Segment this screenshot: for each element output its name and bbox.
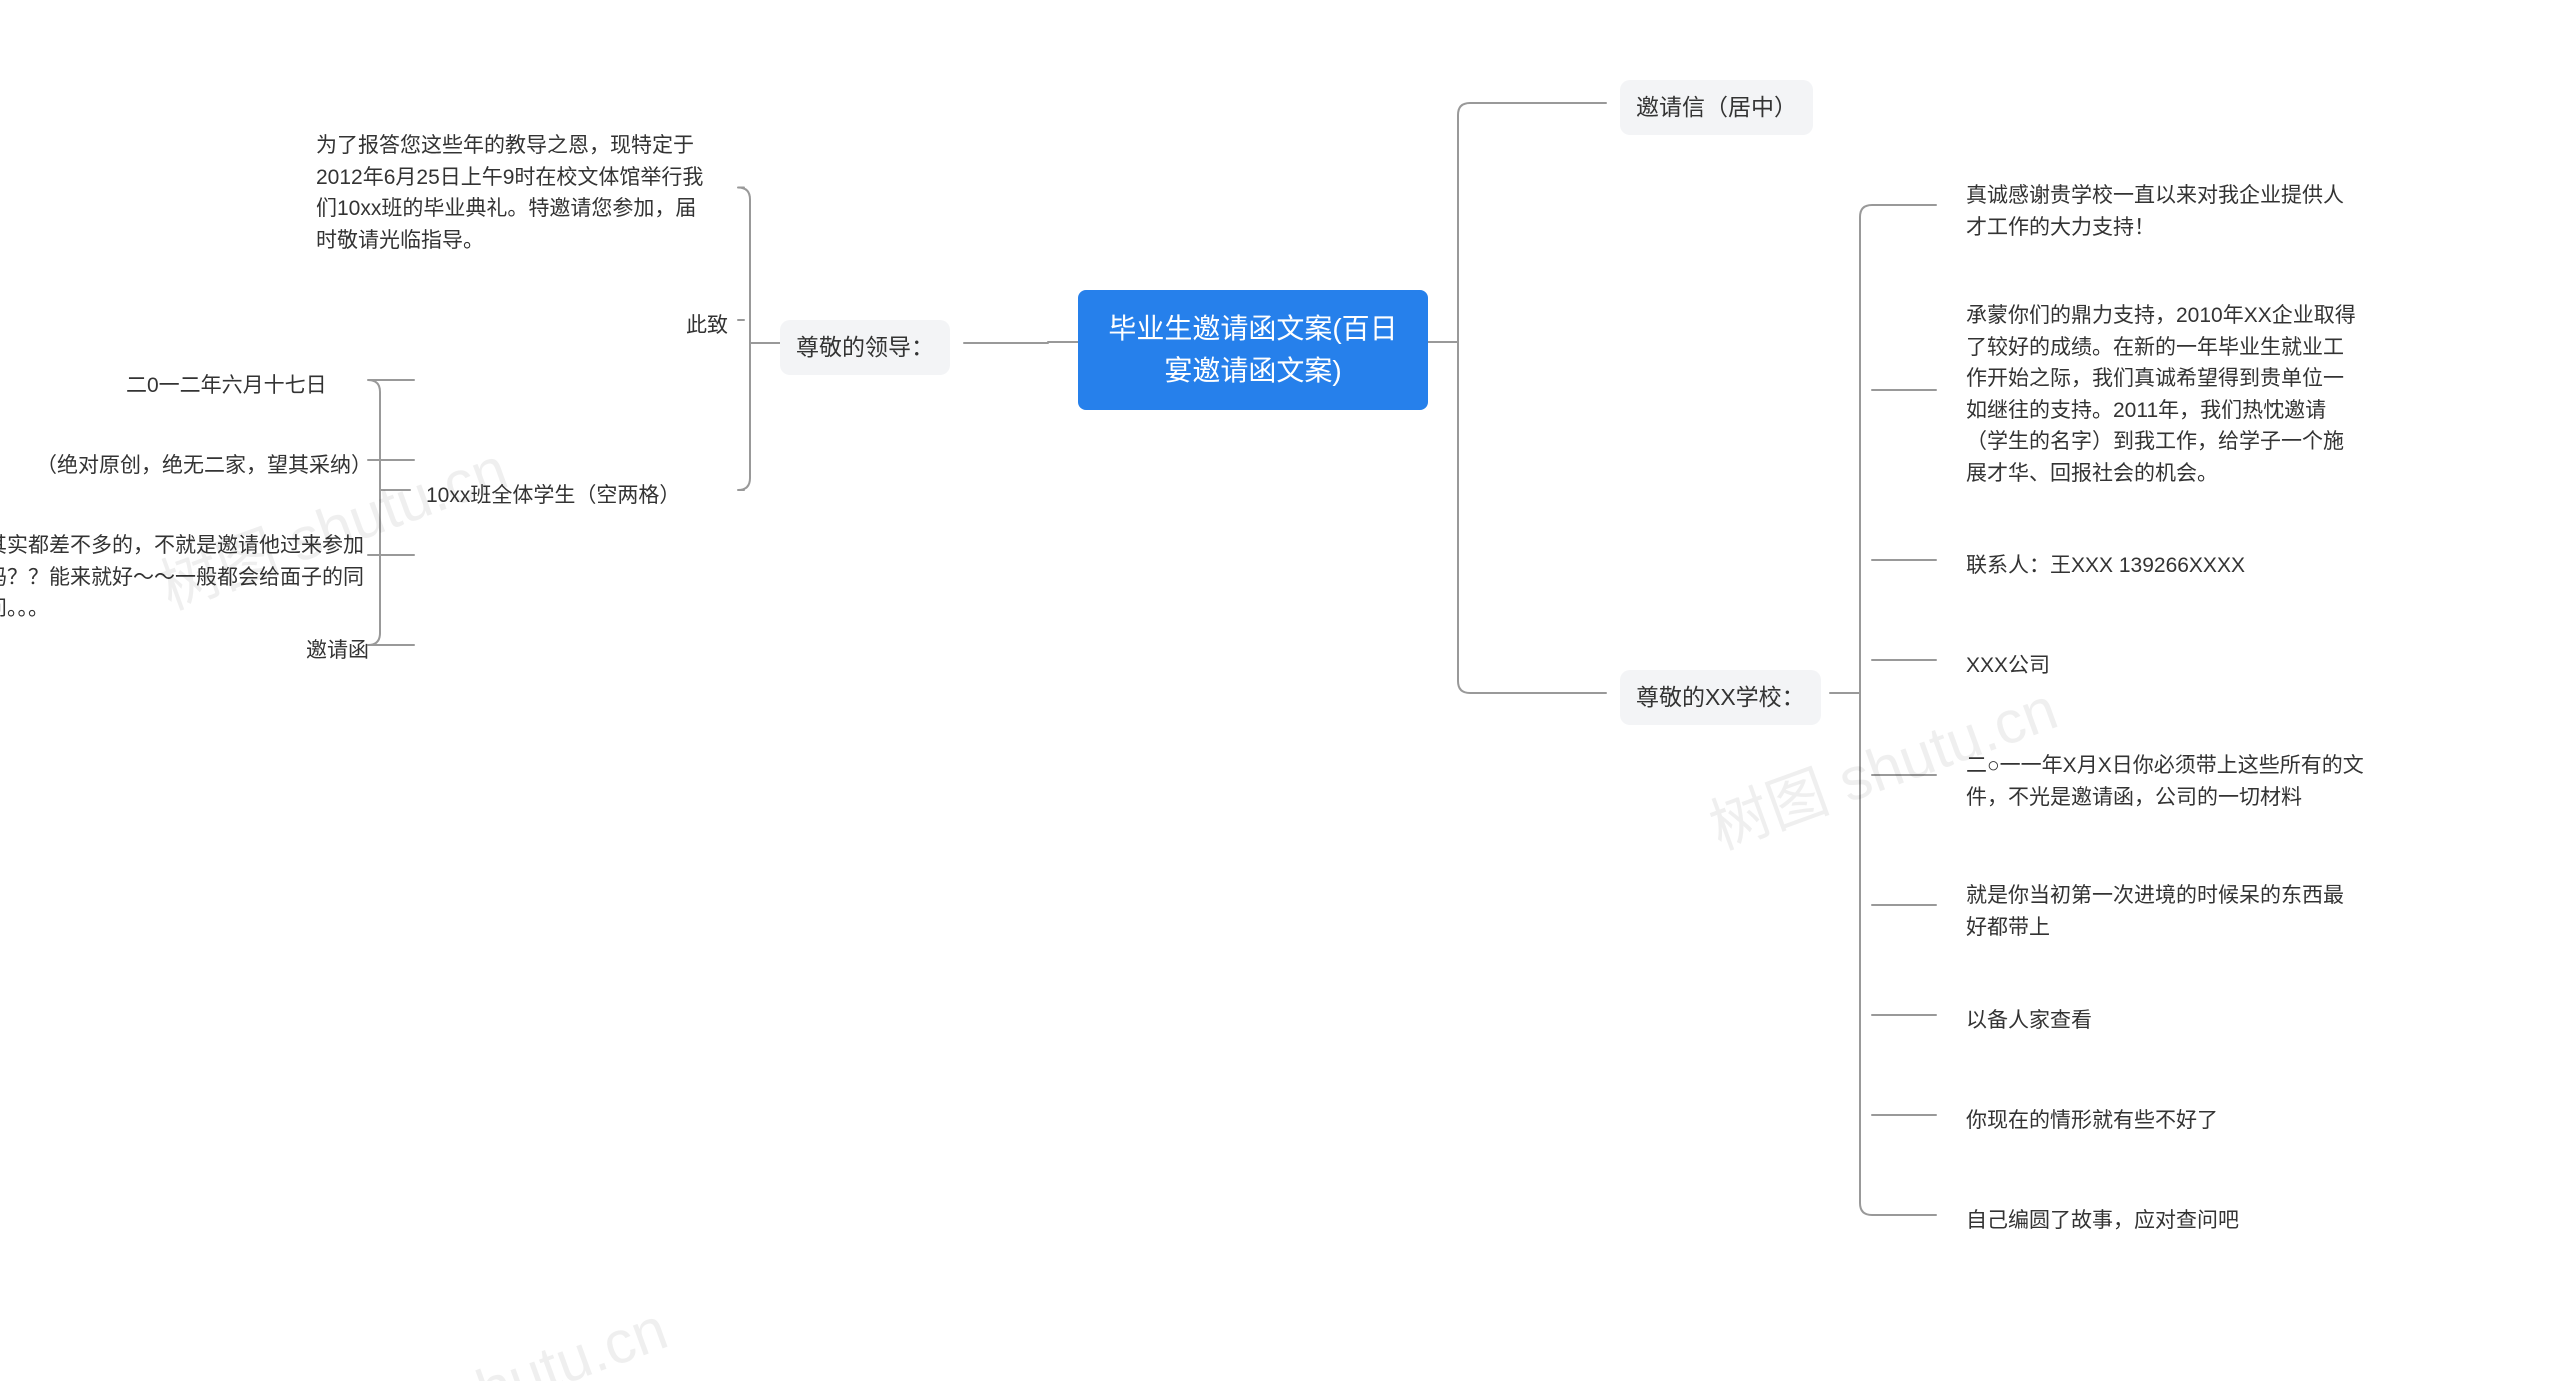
right-leaf-8-text: 自己编圆了故事，应对查问吧 [1966, 1209, 2239, 1232]
left-leaf-2-text: 10xx班全体学生（空两格） [426, 484, 680, 507]
right-leaf-0: 真诚感谢贵学校一直以来对我企业提供人才工作的大力支持！ [1950, 170, 2380, 253]
left-sub-1: （绝对原创，绝无二家，望其采纳） [20, 440, 388, 492]
left-leaf-0-text: 为了报答您这些年的教导之恩，现特定于2012年6月25日上午9时在校文体馆举行我… [316, 134, 703, 252]
right-leaf-4-text: 二○一一年X月X日你必须带上这些所有的文件，不光是邀请函，公司的一切材料 [1966, 754, 2364, 809]
right-leaf-2-text: 联系人：王XXX 139266XXXX [1966, 554, 2245, 577]
right-leaf-3: XXX公司 [1950, 640, 2066, 692]
left-sub-3: 邀请函 [290, 625, 385, 677]
right-leaf-8: 自己编圆了故事，应对查问吧 [1950, 1195, 2255, 1247]
right-leaf-6-text: 以备人家查看 [1966, 1009, 2092, 1032]
right-branch-1: 尊敬的XX学校： [1620, 670, 1821, 725]
right-leaf-7: 你现在的情形就有些不好了 [1950, 1095, 2234, 1147]
right-leaf-1: 承蒙你们的鼎力支持，2010年XX企业取得了较好的成绩。在新的一年毕业生就业工作… [1950, 290, 2380, 499]
right-leaf-6: 以备人家查看 [1950, 995, 2108, 1047]
left-sub-2: 其实都差不多的，不就是邀请他过来参加吗？？能来就好～～一般都会给面子的同问。。。 [0, 520, 400, 635]
left-sub-2-text: 其实都差不多的，不就是邀请他过来参加吗？？能来就好～～一般都会给面子的同问。。。 [0, 534, 364, 620]
right-leaf-0-text: 真诚感谢贵学校一直以来对我企业提供人才工作的大力支持！ [1966, 184, 2344, 239]
root-text: 毕业生邀请函文案(百日宴邀请函文案) [1108, 313, 1397, 386]
root-node: 毕业生邀请函文案(百日宴邀请函文案) [1078, 290, 1428, 410]
right-branch-1-text: 尊敬的XX学校： [1636, 684, 1805, 710]
left-leaf-0: 为了报答您这些年的教导之恩，现特定于2012年6月25日上午9时在校文体馆举行我… [300, 120, 730, 266]
left-sub-0: 二0一二年六月十七日 [110, 360, 343, 412]
right-leaf-2: 联系人：王XXX 139266XXXX [1950, 540, 2261, 592]
left-branch: 尊敬的领导： [780, 320, 950, 375]
right-leaf-5-text: 就是你当初第一次进境的时候呆的东西最好都带上 [1966, 884, 2344, 939]
watermark-1: 树图 shutu.cn [306, 1280, 677, 1381]
left-sub-3-text: 邀请函 [306, 639, 369, 662]
left-sub-0-text: 二0一二年六月十七日 [126, 374, 327, 397]
right-branch-0: 邀请信（居中） [1620, 80, 1813, 135]
right-leaf-1-text: 承蒙你们的鼎力支持，2010年XX企业取得了较好的成绩。在新的一年毕业生就业工作… [1966, 304, 2356, 485]
left-leaf-1-text: 此致 [686, 314, 728, 337]
left-sub-1-text: （绝对原创，绝无二家，望其采纳） [36, 454, 372, 477]
right-branch-0-text: 邀请信（居中） [1636, 94, 1797, 120]
left-leaf-1: 此致 [670, 300, 744, 352]
left-branch-text: 尊敬的领导： [796, 334, 934, 360]
right-leaf-3-text: XXX公司 [1966, 654, 2050, 677]
right-leaf-7-text: 你现在的情形就有些不好了 [1966, 1109, 2218, 1132]
right-leaf-5: 就是你当初第一次进境的时候呆的东西最好都带上 [1950, 870, 2380, 953]
left-leaf-2: 10xx班全体学生（空两格） [410, 470, 696, 522]
right-leaf-4: 二○一一年X月X日你必须带上这些所有的文件，不光是邀请函，公司的一切材料 [1950, 740, 2380, 823]
